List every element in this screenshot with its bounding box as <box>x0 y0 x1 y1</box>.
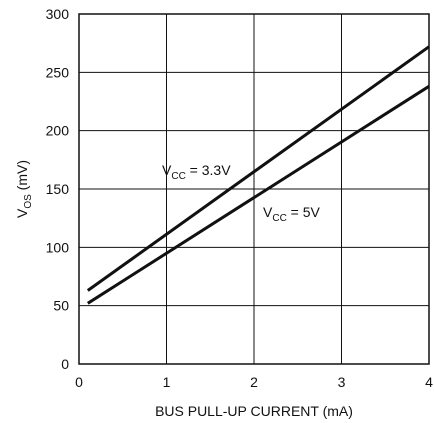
y-axis-label-main: V <box>14 208 30 218</box>
y-tick-label: 250 <box>46 64 70 80</box>
y-tick-label: 300 <box>46 6 70 22</box>
x-tick-label: 1 <box>163 374 171 390</box>
series-label-vcc-5v-sub: CC <box>272 213 286 224</box>
series-label-vcc-3v3-sub: CC <box>171 171 185 182</box>
y-axis-label: VOS (mV) <box>14 160 34 218</box>
series-label-vcc-5v: VCC = 5V <box>263 204 321 224</box>
y-tick-label: 150 <box>46 181 70 197</box>
y-tick-label: 100 <box>46 239 70 255</box>
series-line-1 <box>86 85 430 305</box>
y-axis-label-sub: OS <box>23 194 34 209</box>
y-tick-label: 0 <box>61 356 69 372</box>
x-tick-label: 3 <box>338 374 346 390</box>
series-label-vcc-3v3: VCC = 3.3V <box>162 162 231 182</box>
x-tick-labels: 0 1 2 3 4 <box>75 374 433 390</box>
x-tick-label: 0 <box>75 374 83 390</box>
series-line-0 <box>86 45 430 292</box>
x-tick-label: 4 <box>425 374 433 390</box>
y-tick-label: 50 <box>53 298 69 314</box>
series-lines <box>86 45 430 305</box>
series-label-vcc-3v3-value: = 3.3V <box>186 162 231 178</box>
series-label-vcc-3v3-main: V <box>162 162 172 178</box>
series-label-vcc-5v-main: V <box>263 204 273 220</box>
y-tick-label: 200 <box>46 123 70 139</box>
series-label-vcc-5v-value: = 5V <box>287 204 321 220</box>
grid <box>79 14 429 364</box>
x-tick-label: 2 <box>250 374 258 390</box>
x-axis-label: BUS PULL-UP CURRENT (mA) <box>155 403 353 419</box>
y-axis-label-unit: (mV) <box>14 160 30 194</box>
plot-frame <box>78 13 430 365</box>
y-tick-labels: 0 50 100 150 200 250 300 <box>46 6 70 372</box>
